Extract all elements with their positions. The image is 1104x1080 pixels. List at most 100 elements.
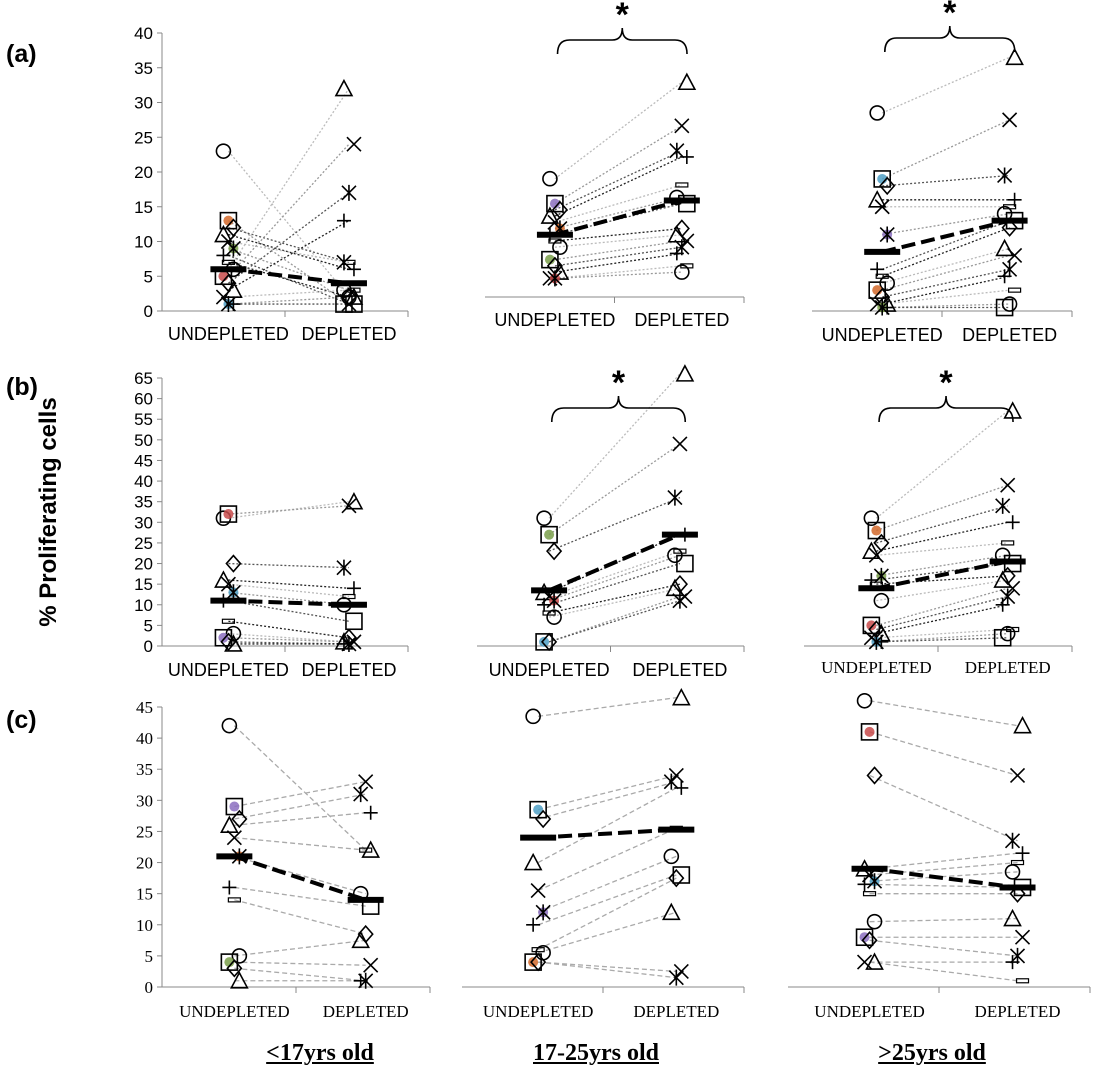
color-fill-marker xyxy=(544,529,555,540)
data-point-depleted xyxy=(667,489,683,506)
subject-line xyxy=(869,883,1018,889)
data-point-depleted xyxy=(336,559,352,576)
data-point-undepleted xyxy=(227,897,241,903)
y-tick-label: 20 xyxy=(134,555,153,574)
subject-line xyxy=(228,620,350,639)
data-point-undepleted xyxy=(861,931,878,950)
data-point-undepleted xyxy=(230,971,249,989)
data-point-depleted xyxy=(345,612,363,631)
subject-line xyxy=(554,125,683,205)
data-point-undepleted xyxy=(214,570,233,588)
subject-line xyxy=(869,731,1018,777)
y-tick-label: 30 xyxy=(134,513,153,532)
data-point-undepleted xyxy=(225,554,242,573)
data-point-depleted xyxy=(993,570,1013,588)
y-tick-label: 0 xyxy=(144,637,153,656)
subject-line xyxy=(554,150,683,211)
data-point-undepleted xyxy=(864,573,879,588)
data-point-undepleted xyxy=(530,952,547,972)
chart-panel-b3: UNDEPLETED DEPLETED * xyxy=(804,364,1073,677)
data-point-depleted xyxy=(353,786,369,803)
data-point-undepleted xyxy=(540,525,558,544)
data-point-depleted xyxy=(669,246,684,261)
y-tick-label: 10 xyxy=(134,233,153,252)
subject-line xyxy=(869,774,1018,842)
median-trend-line xyxy=(554,198,683,237)
subject-line xyxy=(228,296,349,305)
y-tick-label: 30 xyxy=(134,94,153,113)
y-tick-label: 5 xyxy=(144,267,153,286)
data-point-undepleted xyxy=(855,928,874,947)
data-point-depleted xyxy=(1004,864,1021,880)
x-category-label: DEPLETED xyxy=(633,1002,719,1021)
data-point-depleted xyxy=(342,593,356,600)
data-point-depleted xyxy=(663,773,679,790)
subject-line xyxy=(876,542,1008,556)
data-point-undepleted xyxy=(546,541,563,561)
data-point-undepleted xyxy=(226,297,241,312)
subject-line xyxy=(875,410,1009,519)
group-label-17-25: 17-25yrs old xyxy=(533,1040,659,1066)
color-fill-marker xyxy=(229,801,240,812)
y-tick-label: 15 xyxy=(134,575,153,594)
significance-asterisk: * xyxy=(939,364,953,402)
subject-line xyxy=(228,220,350,291)
y-tick-label: 55 xyxy=(134,410,153,429)
data-point-undepleted xyxy=(530,882,546,899)
subject-line xyxy=(548,443,681,536)
data-point-depleted xyxy=(663,848,680,865)
subject-line xyxy=(537,781,677,820)
subject-line xyxy=(881,56,1010,114)
data-point-undepleted xyxy=(219,505,238,523)
subject-line xyxy=(882,275,1010,305)
data-point-undepleted xyxy=(552,239,568,255)
subject-line xyxy=(234,961,366,966)
data-point-depleted xyxy=(353,973,368,988)
data-point-depleted xyxy=(1004,832,1021,849)
median-trend-line xyxy=(548,532,681,593)
data-point-undepleted xyxy=(231,948,248,964)
significance-bracket xyxy=(550,395,687,423)
color-fill-marker xyxy=(871,525,882,536)
data-point-undepleted xyxy=(536,510,552,526)
x-category-label: DEPLETED xyxy=(975,1002,1061,1021)
data-point-depleted xyxy=(336,213,351,228)
data-point-depleted xyxy=(1002,112,1018,128)
data-point-undepleted xyxy=(546,609,562,625)
data-point-depleted xyxy=(671,687,691,706)
row-label-a: (a) xyxy=(6,40,37,68)
data-point-depleted xyxy=(673,548,687,554)
x-category-label: UNDEPLETED xyxy=(179,1002,289,1021)
data-point-depleted xyxy=(995,298,1014,317)
group-label-over-25: >25yrs old xyxy=(878,1040,986,1066)
subject-line xyxy=(234,899,366,935)
color-fill-marker xyxy=(533,804,544,815)
data-point-undepleted xyxy=(540,206,560,224)
y-tick-label: 60 xyxy=(134,390,153,409)
data-point-depleted xyxy=(1001,218,1018,237)
subject-line xyxy=(537,874,677,926)
median-trend-line xyxy=(538,827,677,840)
subject-line xyxy=(228,233,350,270)
data-point-undepleted xyxy=(874,634,889,649)
data-point-undepleted xyxy=(542,610,556,616)
color-fill-marker xyxy=(544,254,555,265)
subject-line xyxy=(228,505,350,515)
data-point-depleted xyxy=(1013,715,1032,734)
color-fill-marker xyxy=(224,957,235,968)
subject-line xyxy=(876,505,1008,544)
data-point-depleted xyxy=(1015,978,1030,984)
subject-line xyxy=(554,227,682,242)
chart-panel-a2: UNDEPLETED DEPLETED * xyxy=(485,0,745,330)
data-point-depleted xyxy=(336,254,352,271)
subject-line xyxy=(876,521,1008,552)
data-point-depleted xyxy=(341,289,357,305)
y-tick-label: 35 xyxy=(134,59,153,78)
data-point-undepleted xyxy=(221,717,238,734)
subject-line xyxy=(228,583,350,598)
row-label-b: (b) xyxy=(6,373,38,401)
subject-line xyxy=(882,289,1010,305)
subject-line xyxy=(228,637,349,643)
x-category-label: UNDEPLETED xyxy=(821,658,931,677)
chart-panel-a3: UNDEPLETED DEPLETED * xyxy=(812,0,1073,345)
